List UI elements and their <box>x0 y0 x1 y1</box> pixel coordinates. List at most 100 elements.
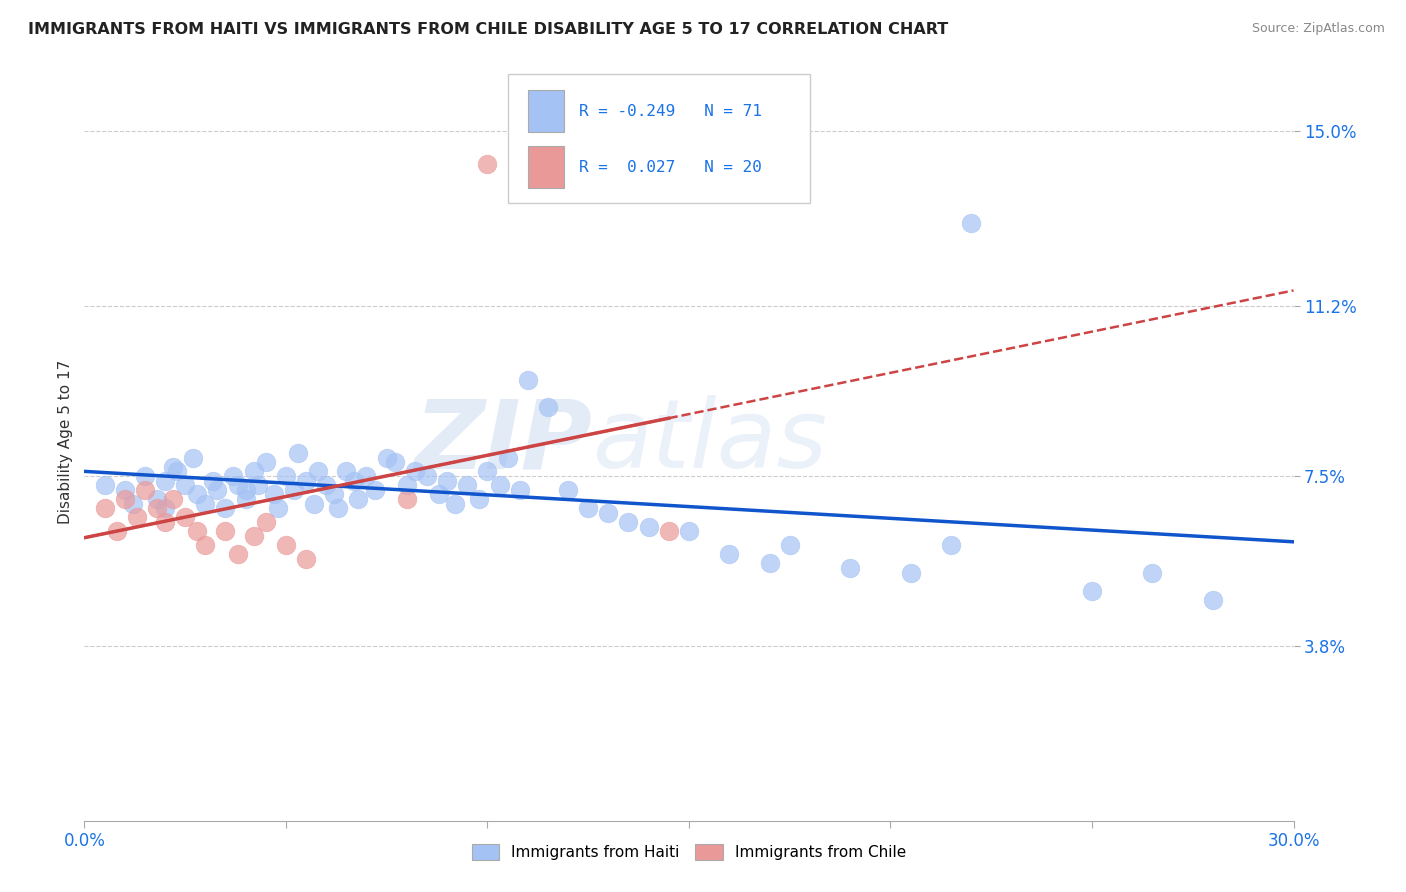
Point <box>468 491 491 506</box>
Point <box>658 524 681 538</box>
Point <box>598 506 620 520</box>
Point <box>1202 593 1225 607</box>
Point <box>242 529 264 543</box>
Point <box>456 478 478 492</box>
Point <box>839 561 862 575</box>
Point <box>347 491 370 506</box>
Text: R = -0.249   N = 71: R = -0.249 N = 71 <box>579 104 762 120</box>
Point <box>207 483 229 497</box>
Text: R =  0.027   N = 20: R = 0.027 N = 20 <box>579 160 762 175</box>
Point <box>105 524 128 538</box>
Point <box>166 464 188 478</box>
Point <box>153 474 176 488</box>
Point <box>114 483 136 497</box>
Point <box>274 538 297 552</box>
FancyBboxPatch shape <box>508 74 810 202</box>
Point <box>1142 566 1164 580</box>
Point <box>477 156 499 170</box>
Point <box>637 519 659 533</box>
Point <box>93 478 115 492</box>
Point <box>186 524 208 538</box>
Point <box>267 501 290 516</box>
Point <box>174 478 197 492</box>
Point <box>174 510 197 524</box>
Bar <box>529 90 564 132</box>
Point <box>93 501 115 516</box>
Point <box>1081 583 1104 598</box>
Point <box>576 501 599 516</box>
Point <box>254 515 277 529</box>
Point <box>134 469 156 483</box>
Point <box>900 566 922 580</box>
Point <box>181 450 204 465</box>
Point <box>153 501 176 516</box>
Point <box>226 478 249 492</box>
Legend: Immigrants from Haiti, Immigrants from Chile: Immigrants from Haiti, Immigrants from C… <box>465 838 912 866</box>
Point <box>274 469 297 483</box>
Point <box>125 510 148 524</box>
Point <box>307 464 329 478</box>
Point <box>758 557 780 571</box>
Point <box>363 483 385 497</box>
Point <box>114 491 136 506</box>
Point <box>186 487 208 501</box>
Point <box>678 524 700 538</box>
Point <box>427 487 450 501</box>
Point <box>718 547 741 561</box>
Point <box>153 515 176 529</box>
Point <box>162 459 184 474</box>
Point <box>516 372 538 386</box>
Point <box>146 501 169 516</box>
Point <box>939 538 962 552</box>
Point <box>323 487 346 501</box>
Point <box>235 483 257 497</box>
Point <box>436 474 458 488</box>
Point <box>477 464 499 478</box>
Point <box>263 487 285 501</box>
Y-axis label: Disability Age 5 to 17: Disability Age 5 to 17 <box>58 359 73 524</box>
Point <box>214 524 236 538</box>
Point <box>496 450 519 465</box>
Point <box>295 551 318 566</box>
Point <box>194 497 217 511</box>
Point <box>395 478 418 492</box>
Point <box>235 491 257 506</box>
Point <box>375 450 398 465</box>
Point <box>509 483 531 497</box>
Point <box>617 515 640 529</box>
Point <box>488 478 510 492</box>
Point <box>222 469 245 483</box>
Point <box>416 469 439 483</box>
Point <box>395 491 418 506</box>
Point <box>444 497 467 511</box>
Point <box>343 474 366 488</box>
Text: IMMIGRANTS FROM HAITI VS IMMIGRANTS FROM CHILE DISABILITY AGE 5 TO 17 CORRELATIO: IMMIGRANTS FROM HAITI VS IMMIGRANTS FROM… <box>28 22 949 37</box>
Point <box>537 400 560 414</box>
Point <box>328 501 350 516</box>
Point <box>356 469 378 483</box>
Point <box>202 474 225 488</box>
Point <box>302 497 325 511</box>
Point <box>779 538 801 552</box>
Point <box>162 491 184 506</box>
Point <box>404 464 426 478</box>
Point <box>134 483 156 497</box>
Point <box>146 491 169 506</box>
Point <box>226 547 249 561</box>
Text: atlas: atlas <box>592 395 827 488</box>
Point <box>242 464 264 478</box>
Point <box>315 478 337 492</box>
Point <box>557 483 579 497</box>
Text: Source: ZipAtlas.com: Source: ZipAtlas.com <box>1251 22 1385 36</box>
Point <box>335 464 357 478</box>
Point <box>246 478 269 492</box>
Point <box>287 446 309 460</box>
Point <box>254 455 277 469</box>
Point <box>283 483 305 497</box>
Point <box>194 538 217 552</box>
Point <box>960 216 983 230</box>
Point <box>121 497 143 511</box>
Point <box>384 455 406 469</box>
Text: ZIP: ZIP <box>415 395 592 488</box>
Point <box>295 474 318 488</box>
